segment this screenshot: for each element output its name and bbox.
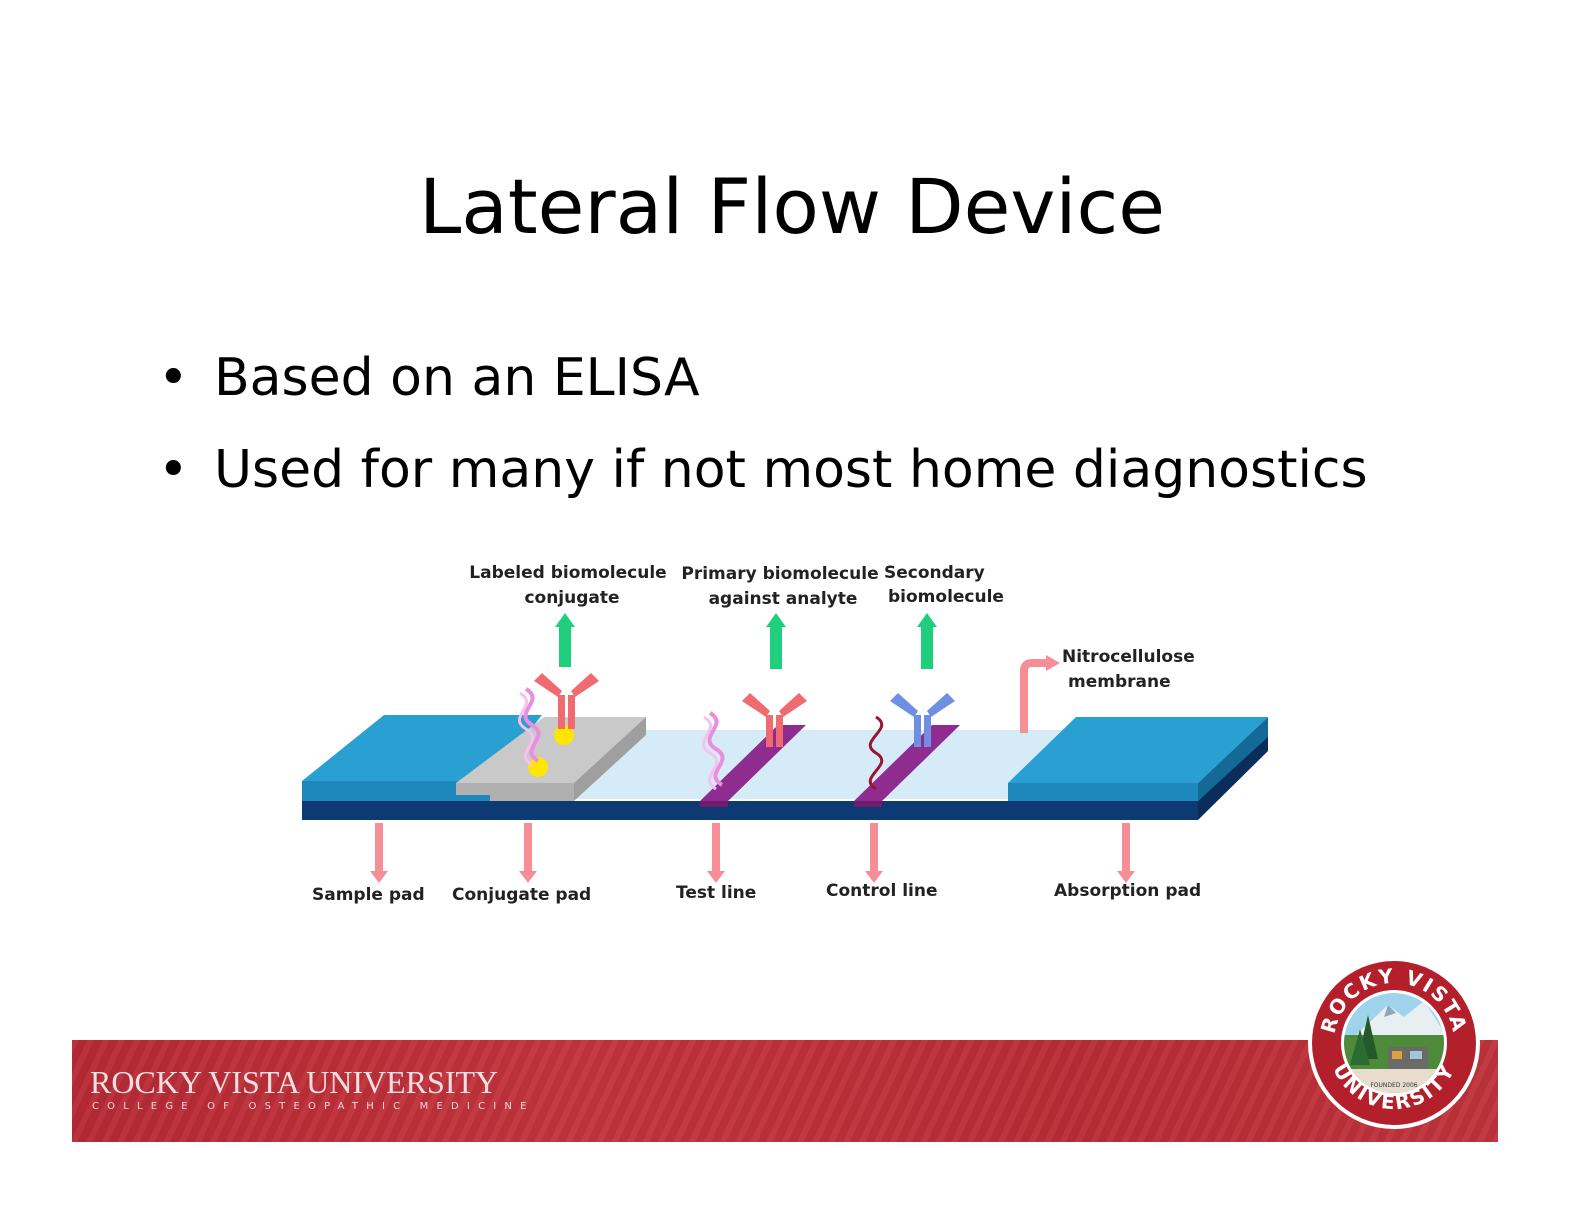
- college-subtitle: COLLEGE OF OSTEOPATHIC MEDICINE: [92, 1101, 535, 1112]
- bent-arrow-icon: [1020, 655, 1060, 733]
- label-nitrocellulose-line2: membrane: [1068, 672, 1171, 692]
- backing-strip: [302, 801, 1198, 820]
- label-absorption-pad: Absorption pad: [1054, 881, 1201, 901]
- seal-founded: FOUNDED 2006: [1370, 1082, 1417, 1089]
- down-arrow-icon: [865, 823, 883, 883]
- gold-particle: [554, 725, 574, 745]
- label-labeled-conjugate-line1: Labeled biomolecule: [469, 563, 666, 583]
- primary-antibody-icon: [742, 693, 807, 747]
- down-arrow-icon: [707, 823, 725, 883]
- up-arrow-icon: [555, 613, 575, 667]
- label-primary-line1: Primary biomolecule: [681, 564, 878, 584]
- label-test-line: Test line: [676, 883, 756, 903]
- analyte-squiggle: [518, 691, 534, 767]
- down-arrow-icon: [370, 823, 388, 883]
- conjugate-pad-side: [574, 717, 646, 801]
- analyte-squiggle: [702, 715, 718, 791]
- test-line-front: [700, 801, 728, 807]
- label-control-line: Control line: [826, 881, 937, 901]
- analyte-squiggle: [523, 687, 541, 763]
- secondary-antibody-icon: [890, 693, 955, 747]
- bullet-text: Used for many if not most home diagnosti…: [214, 440, 1368, 500]
- up-arrow-icon: [917, 613, 937, 669]
- analyte-squiggle: [707, 711, 725, 787]
- bullet-dot: •: [158, 440, 189, 500]
- control-squiggle: [868, 715, 884, 791]
- conjugate-pad-front: [456, 783, 574, 801]
- label-labeled-conjugate-line2: conjugate: [524, 588, 619, 608]
- label-nitrocellulose-line1: Nitrocellulose: [1062, 647, 1195, 667]
- control-line-stripe: [854, 725, 960, 801]
- bullet-text: Based on an ELISA: [214, 348, 700, 408]
- absorption-pad-side: [1198, 717, 1268, 801]
- sample-pad-front: [302, 781, 490, 801]
- absorption-pad-front: [1008, 783, 1198, 801]
- slide-title: Lateral Flow Device: [418, 162, 1166, 251]
- label-conjugate-pad: Conjugate pad: [452, 885, 591, 905]
- label-secondary-line1: Secondary: [884, 563, 985, 583]
- university-wordmark: ROCKY VISTA UNIVERSITY: [90, 1064, 499, 1100]
- up-arrow-icon: [766, 613, 786, 669]
- label-sample-pad: Sample pad: [312, 885, 425, 905]
- conjugate-pad-top: [456, 717, 646, 783]
- control-line-front: [854, 801, 882, 807]
- label-secondary-line2: biomolecule: [888, 587, 1004, 607]
- bullet-item: • Based on an ELISA: [158, 332, 1368, 424]
- backing-side: [1198, 731, 1268, 820]
- bullet-list: • Based on an ELISA • Used for many if not…: [158, 332, 1368, 516]
- absorption-pad-top: [1008, 717, 1268, 783]
- down-arrow-icon: [1117, 823, 1135, 883]
- conjugate-antibody-icon: [534, 673, 599, 729]
- label-primary-line2: against analyte: [709, 589, 858, 609]
- university-seal-logo: ROCKY VISTA UNIVERSITY FOUNDED 2006: [1306, 955, 1482, 1131]
- down-arrow-icon: [519, 823, 537, 883]
- bullet-item: • Used for many if not most home diagnost…: [158, 424, 1368, 516]
- bullet-dot: •: [158, 348, 189, 408]
- footer-band: [72, 1040, 1498, 1142]
- lateral-flow-diagram: Labeled biomolecule conjugate Primary bi…: [290, 555, 1290, 925]
- gold-particle: [528, 757, 548, 777]
